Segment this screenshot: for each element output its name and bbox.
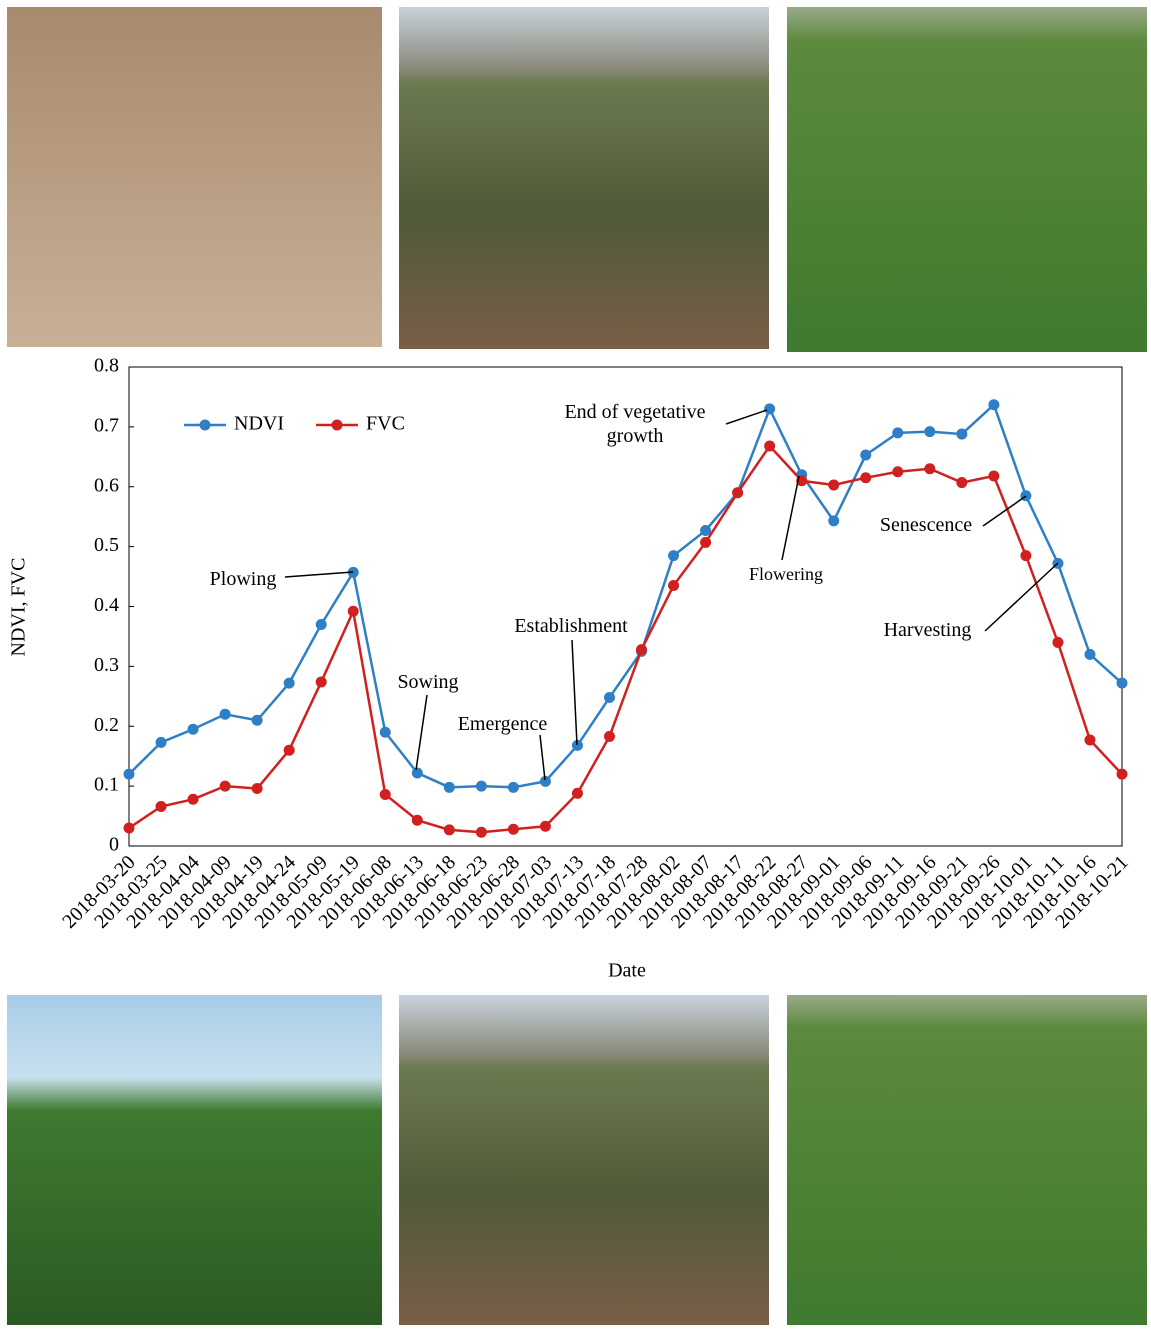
annotation-leader <box>985 563 1058 631</box>
annotation-leader <box>540 735 545 780</box>
y-tick-label: 0.2 <box>94 714 119 736</box>
y-tick-label: 0.1 <box>94 774 119 796</box>
annotation: Senescence <box>866 513 986 537</box>
annotation-leader <box>782 476 799 560</box>
data-point <box>1052 637 1063 648</box>
figure: NDVI, FVC Date 0 0.1 0.2 0.3 0.4 0.5 0.6 0.7 0.8… <box>0 0 1151 1331</box>
annotation: End of vegetative growth <box>545 400 725 448</box>
data-point <box>476 781 487 792</box>
data-point <box>1117 678 1128 689</box>
data-point <box>252 715 263 726</box>
annotation: Plowing <box>198 567 288 591</box>
data-point <box>956 477 967 488</box>
y-tick-label: 0.5 <box>94 534 119 556</box>
data-point <box>124 769 135 780</box>
photo <box>787 7 1147 352</box>
data-point <box>444 782 455 793</box>
data-point <box>860 472 871 483</box>
data-point <box>956 429 967 440</box>
data-point <box>828 515 839 526</box>
data-point <box>444 824 455 835</box>
y-tick-label: 0.4 <box>94 594 119 616</box>
annotation-leader <box>726 410 767 424</box>
data-point <box>1117 769 1128 780</box>
photo <box>7 7 382 347</box>
data-point <box>668 580 679 591</box>
data-point <box>604 731 615 742</box>
data-point <box>764 403 775 414</box>
annotation-leader <box>572 640 577 745</box>
data-point <box>220 781 231 792</box>
legend-label: FVC <box>366 413 405 435</box>
data-point <box>572 788 583 799</box>
data-point <box>284 678 295 689</box>
data-point <box>924 426 935 437</box>
data-point <box>764 441 775 452</box>
annotation-leader <box>285 572 353 577</box>
y-tick-label: 0.8 <box>94 355 119 377</box>
photo <box>7 995 382 1325</box>
y-axis-title: NDVI, FVC <box>8 558 30 657</box>
data-point <box>540 821 551 832</box>
page: NDVI, FVC Date 0 0.1 0.2 0.3 0.4 0.5 0.6 0.7 0.8… <box>0 0 1151 1331</box>
y-tick-label: 0.3 <box>94 654 119 676</box>
data-point <box>156 801 167 812</box>
x-axis-title: Date <box>608 960 646 982</box>
data-point <box>988 399 999 410</box>
photo <box>399 7 769 349</box>
y-tick-label: 0.7 <box>94 414 119 436</box>
data-point <box>316 676 327 687</box>
photo <box>399 995 769 1325</box>
data-point <box>892 466 903 477</box>
data-point <box>860 450 871 461</box>
data-point <box>1084 735 1095 746</box>
data-point <box>828 479 839 490</box>
data-point <box>668 550 679 561</box>
data-point <box>412 767 423 778</box>
data-point <box>380 789 391 800</box>
data-point <box>1084 649 1095 660</box>
data-point <box>924 463 935 474</box>
data-point <box>508 824 519 835</box>
data-point <box>636 644 647 655</box>
data-point <box>988 470 999 481</box>
data-point <box>316 619 327 630</box>
annotation-leader <box>416 695 427 770</box>
legend-label: NDVI <box>234 413 284 435</box>
photo <box>787 995 1147 1325</box>
data-point <box>348 606 359 617</box>
data-point <box>156 737 167 748</box>
data-point <box>508 782 519 793</box>
data-point <box>700 537 711 548</box>
annotation: Harvesting <box>870 618 985 642</box>
data-point <box>892 427 903 438</box>
legend-marker <box>332 420 343 431</box>
data-point <box>124 823 135 834</box>
data-point <box>188 724 199 735</box>
data-point <box>732 487 743 498</box>
annotation: Sowing <box>388 670 468 694</box>
y-tick-label: 0.6 <box>94 474 119 496</box>
series-line <box>129 405 1122 788</box>
data-point <box>284 745 295 756</box>
data-point <box>1020 550 1031 561</box>
data-point <box>188 794 199 805</box>
annotation: Emergence <box>445 712 560 736</box>
data-point <box>252 783 263 794</box>
data-point <box>476 827 487 838</box>
annotation: Flowering <box>738 562 834 586</box>
y-tick-label: 0 <box>109 834 119 856</box>
annotation: Establishment <box>498 614 644 638</box>
data-point <box>604 692 615 703</box>
data-point <box>220 709 231 720</box>
data-point <box>412 815 423 826</box>
data-point <box>380 727 391 738</box>
legend-marker <box>200 420 211 431</box>
